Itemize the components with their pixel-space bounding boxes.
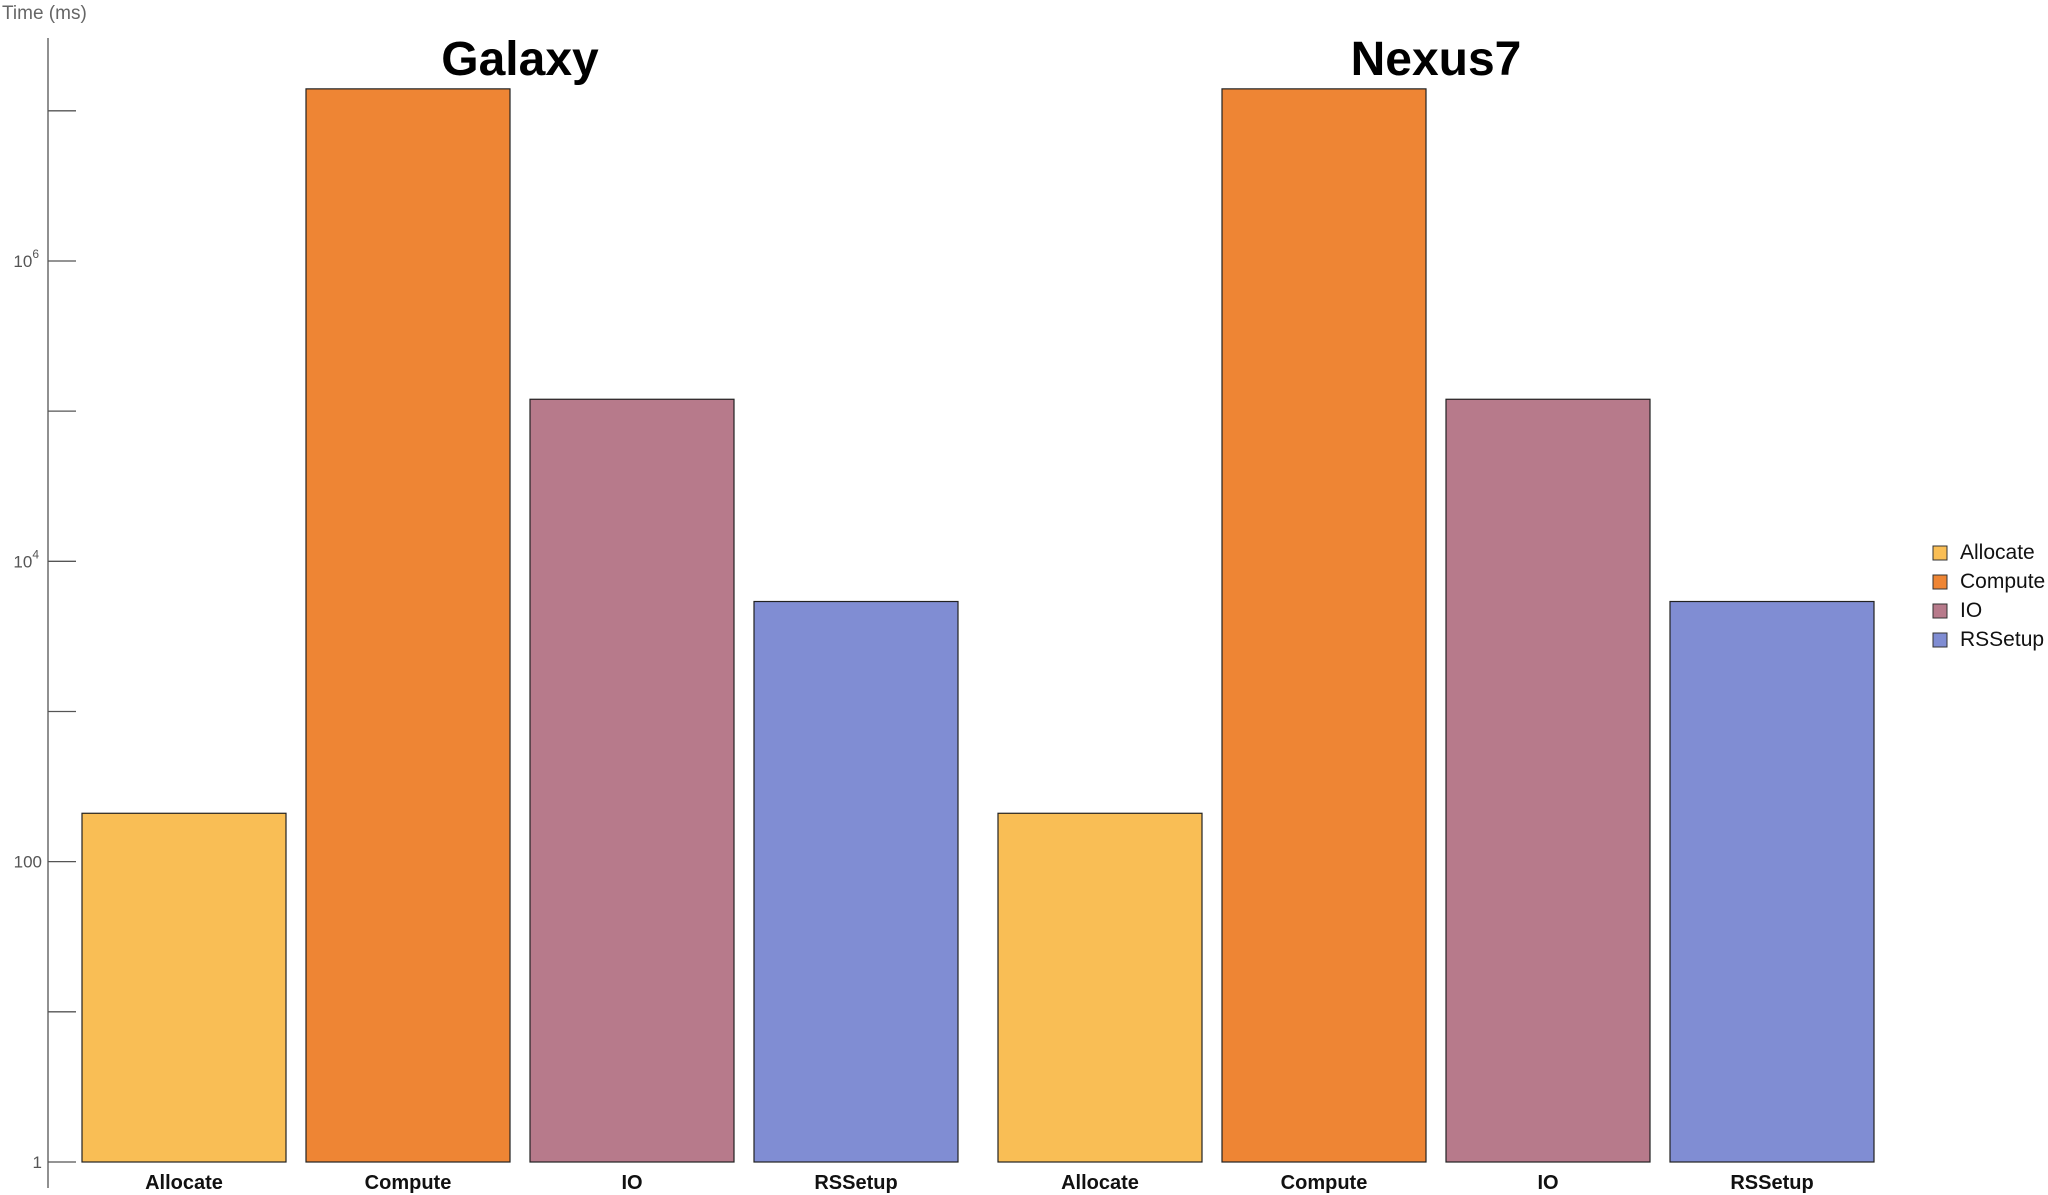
y-tick-exponent-4: 4 (32, 547, 39, 561)
bar-galaxy-io (529, 398, 735, 1163)
category-label-allocate: Allocate (1061, 1172, 1139, 1194)
y-tick-label-2: 100 (14, 853, 42, 872)
legend-item-allocate: Allocate (1932, 541, 2035, 564)
legend-swatch-compute (1932, 574, 1948, 590)
legend-swatch-rssetup (1932, 632, 1948, 648)
panel-title: Galaxy (441, 33, 599, 86)
y-tick-exponent-6: 6 (32, 247, 39, 261)
legend-label-io: IO (1960, 599, 1982, 622)
legend-item-io: IO (1932, 599, 1982, 622)
category-label-rssetup: RSSetup (1730, 1172, 1813, 1194)
legend-label-allocate: Allocate (1960, 541, 2035, 564)
panels: Galaxy Allocate Compute IO RSSetup Nexus7 Allo… (81, 33, 1875, 1194)
bar-galaxy-rssetup (753, 600, 959, 1163)
panel-galaxy: Galaxy Allocate Compute IO RSSetup (81, 33, 959, 1194)
legend: Allocate Compute IO RSSetup (1932, 541, 2045, 651)
legend-label-rssetup: RSSetup (1960, 628, 2044, 651)
category-label-compute: Compute (365, 1172, 452, 1194)
bar-nexus7-io (1445, 398, 1651, 1163)
category-label-allocate: Allocate (145, 1172, 223, 1194)
category-label-io: IO (621, 1172, 642, 1194)
y-tick-label-6: 106 (13, 247, 39, 271)
bar-nexus7-rssetup (1669, 600, 1875, 1163)
legend-label-compute: Compute (1960, 570, 2045, 593)
legend-item-compute: Compute (1932, 570, 2045, 593)
y-tick-label-4: 104 (13, 547, 39, 571)
bar-galaxy-compute (305, 88, 511, 1163)
y-ticks: 1 100 104 106 (13, 110, 76, 1172)
legend-swatch-allocate (1932, 545, 1948, 561)
panel-title: Nexus7 (1351, 33, 1522, 86)
y-tick-label-0: 1 (33, 1153, 42, 1172)
bar-nexus7-allocate (997, 812, 1203, 1163)
category-label-rssetup: RSSetup (814, 1172, 897, 1194)
legend-swatch-io (1932, 603, 1948, 619)
bar-nexus7-compute (1221, 88, 1427, 1163)
category-label-io: IO (1537, 1172, 1558, 1194)
y-axis-label: Time (ms) (2, 3, 87, 24)
panel-nexus7: Nexus7 Allocate Compute IO RSSetup (997, 33, 1875, 1194)
bar-galaxy-allocate (81, 812, 287, 1163)
legend-item-rssetup: RSSetup (1932, 628, 2044, 651)
category-label-compute: Compute (1281, 1172, 1368, 1194)
